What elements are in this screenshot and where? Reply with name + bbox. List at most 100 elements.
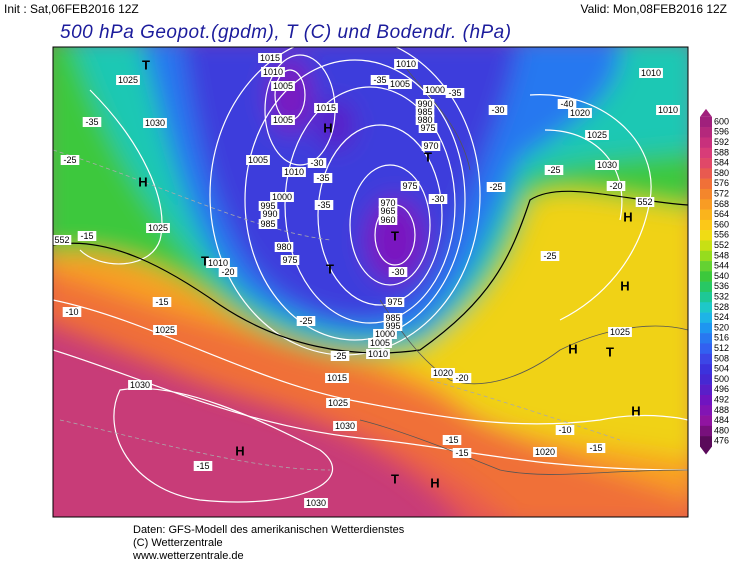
temperature-label-box: [488, 105, 508, 115]
isobar-label: 1005: [273, 115, 293, 125]
temperature-label-box: [152, 297, 172, 307]
temperature-label: -10: [558, 425, 571, 435]
colorbar-label: 568: [714, 199, 729, 209]
temperature-label-box: [193, 461, 213, 471]
isobar-label: 1025: [328, 398, 348, 408]
colorbar-label: 588: [714, 147, 729, 157]
isobar-label-box: [415, 107, 435, 117]
isobar-label: 1010: [396, 59, 416, 69]
colorbar-swatch: [700, 199, 712, 210]
isobar-label-box: [274, 242, 294, 252]
temperature-label-box: [330, 351, 350, 361]
colorbar-label: 532: [714, 291, 729, 301]
map-field: 1025103010251010101510101005100510051010…: [33, 47, 688, 517]
isobar-label-box: [258, 201, 278, 211]
isobar-label-box: [366, 349, 390, 359]
isobar-label-box: [385, 297, 405, 307]
colorbar-swatch: [700, 116, 712, 128]
isobar-label: 1010: [284, 167, 304, 177]
isobar-label-box: [595, 160, 619, 170]
colorbar-swatch: [700, 240, 712, 252]
colorbar-swatch: [700, 436, 712, 447]
isobar-label-box: [378, 198, 398, 208]
colorbar-label: 476: [714, 436, 729, 446]
temperature-label: -15: [445, 435, 458, 445]
isobar-label: 1005: [273, 81, 293, 91]
isobar-label-box: [568, 108, 592, 118]
isobar-label-box: [153, 325, 177, 335]
temperature-label: -15: [455, 448, 468, 458]
colorbar-swatch: [700, 209, 712, 221]
colorbar-label: 596: [714, 127, 729, 137]
isobar-label: 1025: [148, 223, 168, 233]
pressure-center: T: [606, 344, 614, 359]
colorbar-swatch: [700, 147, 712, 159]
isobar-label: 965: [380, 206, 395, 216]
pressure-center: H: [430, 475, 439, 490]
isobar-label-box: [206, 258, 230, 268]
colorbar-label: 504: [714, 364, 729, 374]
temperature-label: -25: [35, 156, 48, 166]
temperature-label: -25: [543, 251, 556, 261]
isobar-label-box: [314, 103, 338, 113]
colorbar-label: 564: [714, 209, 729, 219]
temperature-label-box: [60, 155, 80, 165]
pressure-center: H: [620, 278, 629, 293]
colorbar-swatch: [700, 364, 712, 375]
colorbar-label: 552: [714, 240, 729, 250]
colorbar-bottom-arrow: [700, 446, 712, 455]
colorbar-swatch: [700, 137, 712, 149]
colorbar-label: 544: [714, 261, 729, 271]
temperature-label-box: [218, 267, 238, 277]
height-label: 552: [54, 235, 69, 245]
colorbar-swatch: [700, 384, 712, 396]
colorbar-label: 536: [714, 281, 729, 291]
temperature-label-box: [33, 156, 52, 166]
temperature-label: -25: [299, 316, 312, 326]
colorbar-swatch: [700, 312, 712, 324]
temperature-label-box: [606, 181, 626, 191]
colorbar-swatch: [700, 302, 712, 313]
isobar-label-box: [271, 115, 295, 125]
isobar-label-box: [383, 321, 403, 331]
isobar-label-box: [431, 368, 455, 378]
isobar-label: 1000: [375, 329, 395, 339]
colorbar-label: 516: [714, 333, 729, 343]
temperature-label: -35: [85, 117, 98, 127]
pressure-center: H: [323, 120, 332, 135]
temperature-label-box: [296, 316, 316, 326]
isobar-label: 1020: [433, 368, 453, 378]
isobar-label: 1025: [587, 130, 607, 140]
isobar-label-box: [415, 99, 435, 109]
isobar-label-box: [533, 447, 557, 457]
temperature-label-box: [370, 75, 390, 85]
colorbar-swatch: [700, 343, 712, 355]
isobar-label: 1030: [145, 118, 165, 128]
colorbar-swatch: [700, 353, 712, 365]
isobar-label-box: [378, 206, 398, 216]
temperature-label: -30: [491, 105, 504, 115]
colorbar-label: 600: [714, 116, 729, 126]
colorbar-swatch: [700, 322, 712, 334]
temperature-label-box: [82, 117, 102, 127]
temperature-label-box: [445, 88, 465, 98]
isobar-label-box: [261, 67, 285, 77]
colorbar-top-arrow: [700, 108, 712, 117]
colorbar-label: 496: [714, 384, 729, 394]
temperature-label: -40: [560, 99, 573, 109]
isobar-label: 985: [417, 107, 432, 117]
isobar-label-box: [388, 79, 412, 89]
colorbar-swatch: [700, 281, 712, 293]
isobar-label-box: [325, 373, 349, 383]
pressure-center: H: [235, 443, 244, 458]
temperature-label-box: [540, 251, 560, 261]
colorbar-label: 484: [714, 415, 729, 425]
colorbar-swatch: [700, 178, 712, 190]
height-label-box: [635, 197, 655, 207]
colorbar-label: 480: [714, 425, 729, 435]
colorbar-label: 548: [714, 250, 729, 260]
temperature-label: -30: [431, 194, 444, 204]
temperature-label-box: [544, 165, 564, 175]
map-frame: [52, 46, 689, 518]
temperature-label-box: [452, 448, 472, 458]
